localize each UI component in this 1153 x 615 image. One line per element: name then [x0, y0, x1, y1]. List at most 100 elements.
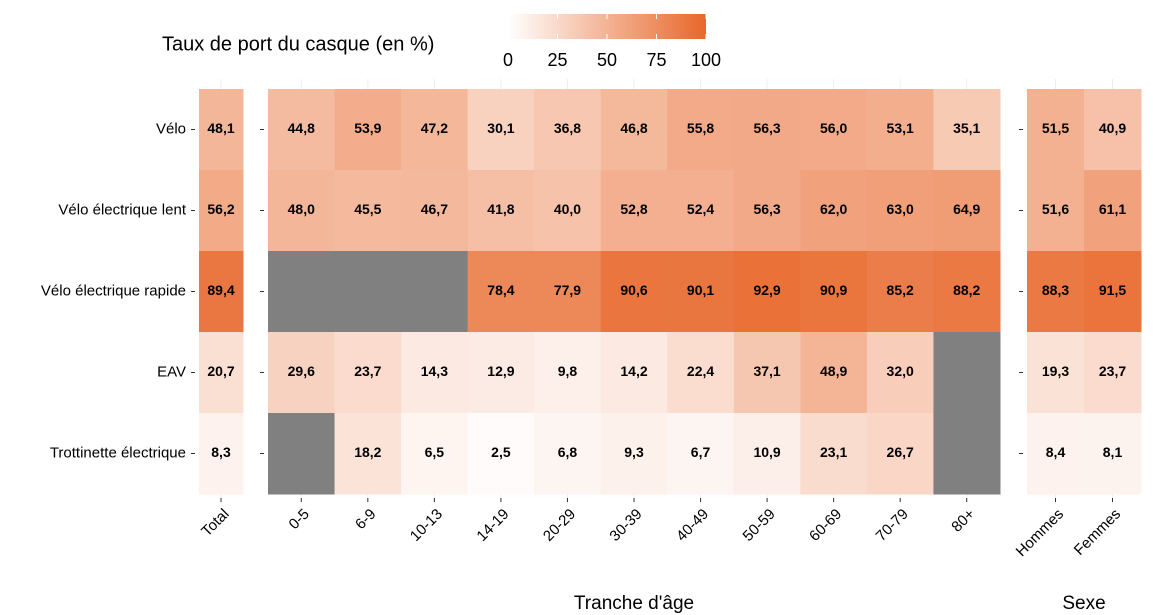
legend-title: Taux de port du casque (en %)	[162, 33, 434, 55]
x-tick-label: 70-79	[873, 506, 912, 545]
cell-label: 22,4	[687, 363, 714, 379]
cell-label: 9,3	[624, 444, 644, 460]
x-tick-label: Femmes	[1071, 506, 1124, 559]
cell	[800, 89, 868, 171]
row-label: Vélo	[156, 120, 186, 137]
row-label: Trottinette électrique	[50, 444, 186, 461]
cell	[467, 332, 535, 414]
row-label: Vélo électrique lent	[58, 201, 186, 218]
cell	[467, 251, 535, 333]
cell	[933, 89, 1001, 171]
cell-label: 51,5	[1042, 120, 1069, 136]
cell-label: 88,2	[953, 282, 980, 298]
cell-label: 23,7	[354, 363, 381, 379]
cell-label: 78,4	[487, 282, 514, 298]
cell-label: 53,9	[354, 120, 381, 136]
cell	[1027, 332, 1085, 414]
cell	[534, 332, 602, 414]
cell-label: 40,0	[554, 201, 581, 217]
cell-label: 56,0	[820, 120, 847, 136]
cell-label: 85,2	[887, 282, 914, 298]
cell	[600, 89, 668, 171]
cell-label: 19,3	[1042, 363, 1069, 379]
cell-label: 48,9	[820, 363, 847, 379]
cell	[534, 89, 602, 171]
cell	[600, 332, 668, 414]
cell-label: 23,1	[820, 444, 847, 460]
cell-label: 6,8	[558, 444, 578, 460]
cell	[800, 251, 868, 333]
cell-label: 2,5	[491, 444, 511, 460]
cell-label: 20,7	[207, 363, 234, 379]
cell-label: 88,3	[1042, 282, 1069, 298]
x-tick-label: Total	[198, 506, 232, 540]
cell-label: 62,0	[820, 201, 847, 217]
cell	[800, 332, 868, 414]
cell-label: 8,1	[1103, 444, 1123, 460]
cell	[334, 413, 402, 495]
cell	[199, 89, 244, 171]
cell-label: 37,1	[753, 363, 780, 379]
cell-label: 8,3	[211, 444, 231, 460]
cell	[733, 413, 801, 495]
cell	[199, 251, 244, 333]
cell	[600, 170, 668, 252]
cell	[733, 170, 801, 252]
cell-label: 64,9	[953, 201, 980, 217]
cell-label: 63,0	[887, 201, 914, 217]
cell-label: 12,9	[487, 363, 514, 379]
cell	[534, 170, 602, 252]
colorbar-label: 0	[503, 50, 513, 70]
cell	[1084, 251, 1142, 333]
cell	[268, 332, 336, 414]
cell	[866, 89, 934, 171]
cell-label: 14,3	[421, 363, 448, 379]
x-tick-label: 0-5	[286, 506, 313, 533]
cell	[467, 170, 535, 252]
cell	[334, 89, 402, 171]
cell	[1084, 170, 1142, 252]
cell	[334, 332, 402, 414]
x-tick-label: 50-59	[740, 506, 779, 545]
cell	[866, 332, 934, 414]
x-tick-label: Hommes	[1013, 506, 1067, 560]
cell-label: 47,2	[421, 120, 448, 136]
x-axis-title: Sexe	[1062, 593, 1105, 614]
row-label: Vélo électrique rapide	[41, 282, 186, 299]
cell	[401, 170, 469, 252]
cell	[268, 413, 336, 495]
cell-label: 29,6	[288, 363, 315, 379]
cell	[1027, 251, 1085, 333]
x-tick-label: 10-13	[407, 506, 446, 545]
cell	[401, 89, 469, 171]
cell	[667, 251, 735, 333]
cell-label: 32,0	[887, 363, 914, 379]
cell	[866, 170, 934, 252]
colorbar-label: 25	[547, 50, 567, 70]
cell-label: 90,9	[820, 282, 847, 298]
cell	[268, 170, 336, 252]
cell-label: 35,1	[953, 120, 980, 136]
cell-label: 91,5	[1099, 282, 1126, 298]
cell	[1084, 413, 1142, 495]
cell	[534, 251, 602, 333]
cell	[467, 89, 535, 171]
cell	[733, 89, 801, 171]
cell-label: 46,7	[421, 201, 448, 217]
x-tick-label: 80+	[948, 505, 978, 535]
x-tick-label: 30-39	[606, 506, 645, 545]
cell	[933, 170, 1001, 252]
cell-label: 26,7	[887, 444, 914, 460]
x-tick-label: 60-69	[806, 506, 845, 545]
cell-label: 90,1	[687, 282, 714, 298]
cell-label: 44,8	[288, 120, 315, 136]
colorbar-label: 50	[597, 50, 617, 70]
cell-label: 48,1	[207, 120, 234, 136]
cell-label: 14,2	[620, 363, 647, 379]
cell-label: 56,3	[753, 201, 780, 217]
cell-label: 90,6	[620, 282, 647, 298]
x-tick-label: 40-49	[673, 506, 712, 545]
x-tick-label: 20-29	[540, 506, 579, 545]
cell	[1027, 89, 1085, 171]
cell-label: 40,9	[1099, 120, 1126, 136]
